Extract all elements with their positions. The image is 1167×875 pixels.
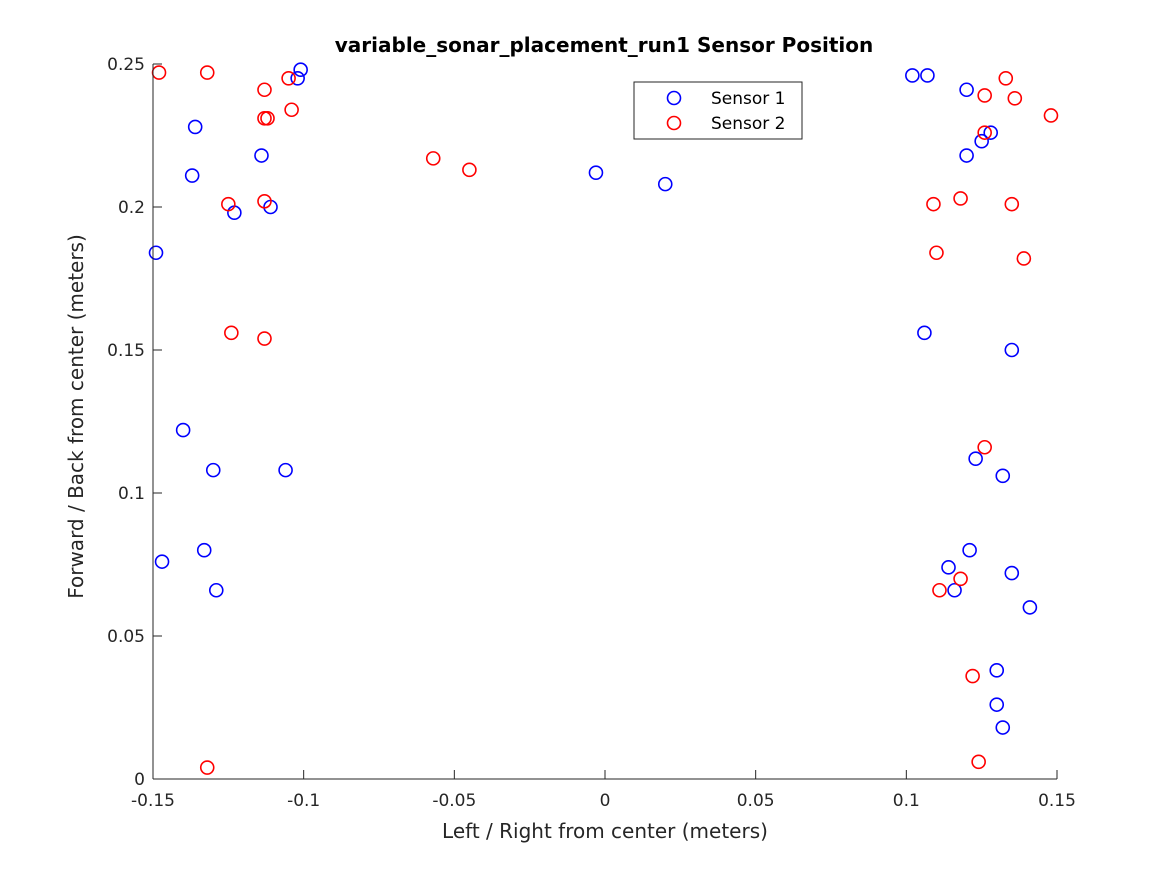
data-point	[920, 68, 935, 83]
data-point	[926, 196, 941, 212]
data-point	[199, 65, 215, 80]
data-point	[184, 168, 200, 183]
legend: Sensor 1 Sensor 2	[633, 81, 803, 140]
data-point	[947, 582, 962, 598]
data-point	[959, 148, 974, 163]
x-axis-label: Left / Right from center (meters)	[442, 819, 768, 843]
data-point	[983, 125, 999, 140]
data-point	[205, 462, 221, 478]
data-point	[257, 331, 272, 346]
data-point	[953, 191, 968, 206]
axes-box	[153, 64, 1057, 779]
data-point	[293, 62, 308, 78]
data-point	[260, 111, 275, 126]
data-point	[1007, 91, 1023, 106]
axis-ticks: -0.15 -0.1 -0.05 0 0.05 0.1 0.15 0 0.05 0.1 0.15 0.…	[107, 55, 1076, 811]
data-point	[971, 754, 986, 770]
data-point	[257, 193, 272, 209]
x-tick-label: -0.05	[432, 791, 476, 811]
data-point	[588, 165, 604, 180]
data-point	[257, 82, 272, 98]
data-point	[974, 133, 989, 149]
data-point	[196, 542, 212, 558]
data-point	[199, 760, 215, 775]
data-point	[1022, 600, 1038, 615]
data-point	[953, 571, 968, 587]
data-point	[977, 125, 992, 140]
data-point	[998, 71, 1014, 86]
data-point	[208, 582, 224, 598]
data-point	[929, 245, 944, 261]
data-point	[224, 325, 239, 341]
data-point	[278, 462, 293, 478]
y-tick-label: 0.05	[107, 627, 145, 647]
x-tick-label: 0.1	[893, 791, 920, 811]
y-tick-label: 0.1	[118, 484, 145, 504]
x-tick-label: 0.15	[1038, 791, 1076, 811]
data-point	[977, 439, 992, 455]
data-point	[221, 196, 236, 212]
legend-marker	[666, 90, 682, 106]
data-point	[175, 422, 191, 438]
data-point	[995, 468, 1011, 484]
data-point	[1016, 251, 1032, 266]
legend-marker	[666, 115, 682, 131]
x-tick-label: 0.05	[737, 791, 775, 811]
data-point	[995, 720, 1011, 735]
data-point	[941, 560, 956, 575]
data-point	[977, 88, 992, 103]
y-tick-label: 0.15	[107, 341, 145, 361]
data-point	[989, 697, 1005, 712]
data-point	[965, 668, 980, 684]
data-point	[1004, 565, 1020, 581]
y-tick-label: 0.25	[107, 55, 145, 75]
data-point	[917, 325, 932, 341]
y-tick-label: 0	[134, 770, 145, 790]
series-1-markers	[148, 62, 1038, 735]
x-tick-label: 0	[600, 791, 611, 811]
data-markers	[148, 62, 1059, 775]
data-point	[962, 542, 977, 558]
data-point	[1043, 108, 1059, 123]
data-point	[968, 451, 983, 466]
chart-title: variable_sonar_placement_run1 Sensor Pos…	[335, 33, 873, 57]
data-point	[281, 71, 296, 86]
data-point	[154, 554, 170, 569]
data-point	[905, 68, 920, 83]
plot-area: -0.15 -0.1 -0.05 0 0.05 0.1 0.15 0 0.05 0.1 0.15 0.…	[107, 55, 1076, 811]
legend-box	[633, 81, 803, 140]
data-point	[284, 102, 299, 118]
data-point	[989, 663, 1005, 678]
data-point	[462, 162, 477, 178]
data-point	[959, 82, 974, 98]
x-tick-label: -0.1	[287, 791, 320, 811]
data-point	[657, 176, 673, 192]
data-point	[425, 151, 441, 166]
data-point	[254, 148, 269, 163]
y-axis-label: Forward / Back from center (meters)	[64, 234, 88, 599]
data-point	[1004, 196, 1020, 212]
data-point	[290, 71, 305, 86]
legend-label: Sensor 1	[711, 89, 786, 109]
data-point	[1004, 342, 1020, 358]
series-2-markers	[151, 65, 1059, 775]
x-tick-label: -0.15	[131, 791, 175, 811]
y-tick-label: 0.2	[118, 198, 145, 218]
data-point	[148, 245, 164, 261]
data-point	[932, 582, 947, 598]
data-point	[187, 119, 203, 135]
legend-label: Sensor 2	[711, 114, 786, 134]
